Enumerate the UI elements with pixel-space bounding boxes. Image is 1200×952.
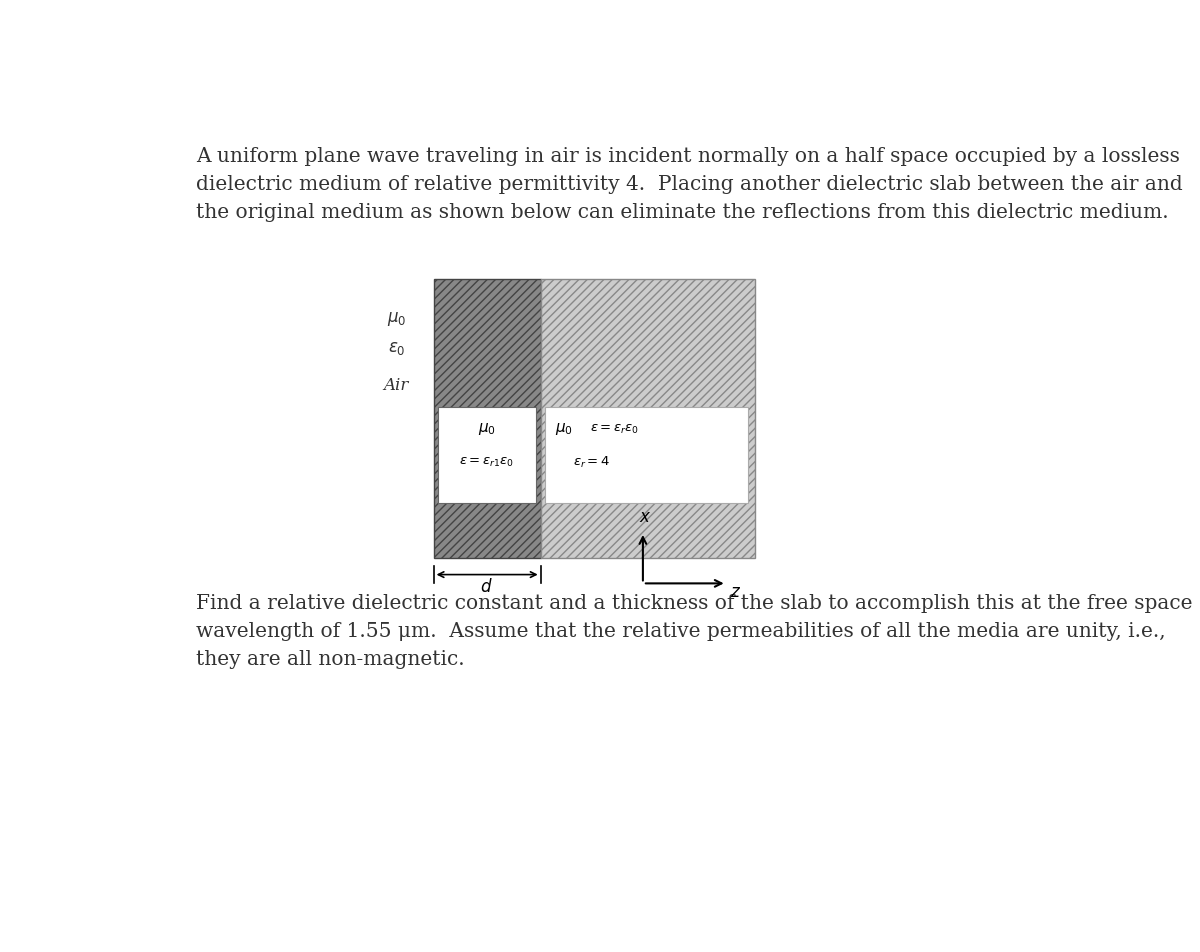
- Text: Find a relative dielectric constant and a thickness of the slab to accomplish th: Find a relative dielectric constant and …: [197, 594, 1193, 613]
- Text: $\mu_0$: $\mu_0$: [386, 310, 406, 328]
- Text: wavelength of 1.55 μm.  Assume that the relative permeabilities of all the media: wavelength of 1.55 μm. Assume that the r…: [197, 623, 1166, 642]
- Bar: [433, 279, 540, 558]
- Text: $\varepsilon = \varepsilon_{r1}\varepsilon_0$: $\varepsilon = \varepsilon_{r1}\varepsil…: [460, 456, 514, 469]
- Text: dielectric medium of relative permittivity 4.  Placing another dielectric slab b: dielectric medium of relative permittivi…: [197, 175, 1183, 194]
- Bar: [540, 279, 755, 558]
- Text: $\varepsilon_0$: $\varepsilon_0$: [388, 340, 406, 357]
- Text: $\varepsilon_r = 4$: $\varepsilon_r = 4$: [574, 455, 611, 470]
- Text: $z$: $z$: [731, 584, 742, 601]
- Text: $\varepsilon = \varepsilon_r\varepsilon_0$: $\varepsilon = \varepsilon_r\varepsilon_…: [590, 423, 640, 436]
- Text: $\mu_0$: $\mu_0$: [554, 422, 572, 438]
- Bar: [545, 407, 748, 503]
- Text: $\mu_0$: $\mu_0$: [478, 422, 496, 438]
- Bar: [438, 407, 536, 503]
- Text: A uniform plane wave traveling in air is incident normally on a half space occup: A uniform plane wave traveling in air is…: [197, 148, 1181, 167]
- Text: they are all non-magnetic.: they are all non-magnetic.: [197, 650, 466, 669]
- Text: Air: Air: [384, 377, 409, 394]
- Text: $d$: $d$: [480, 578, 493, 596]
- Text: $x$: $x$: [640, 509, 652, 526]
- Text: the original medium as shown below can eliminate the reflections from this diele: the original medium as shown below can e…: [197, 203, 1169, 222]
